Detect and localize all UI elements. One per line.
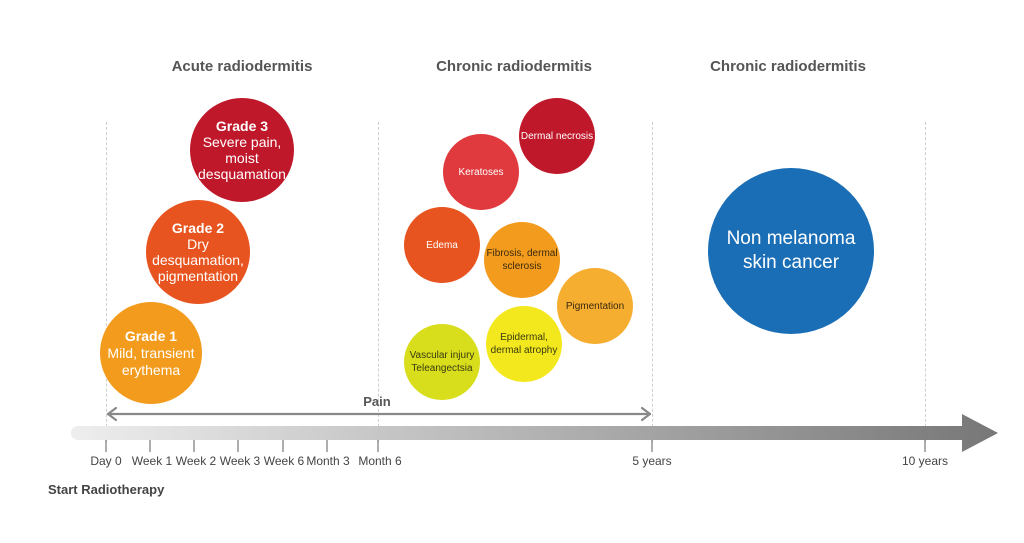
pigmentation-label: Pigmentation (565, 300, 625, 312)
section-title-chronic: Chronic radiodermitis (436, 58, 592, 75)
pigmentation-bubble: Pigmentation (557, 268, 633, 344)
tick-label-month6: Month 6 (358, 454, 402, 468)
fibrosis-label-line: Fibrosis, dermal (486, 248, 558, 259)
fibrosis-label-line: sclerosis (502, 261, 542, 272)
tick-label-10years: 10 years (901, 454, 949, 468)
tick-label-5years: 5 years (632, 454, 672, 468)
divider-10years (925, 122, 926, 442)
tick-label-month3: Month 3 (306, 454, 350, 468)
tick-marks (105, 440, 926, 452)
divider-5years (652, 122, 653, 442)
vascular-injury-bubble: Vascular injury Teleangectsia (404, 324, 480, 400)
divider-month6 (378, 122, 379, 442)
tick-label-week2: Week 2 (175, 454, 217, 468)
keratoses-bubble: Keratoses (443, 134, 519, 210)
grade-3-title: Grade 3 (215, 118, 269, 134)
tick-label-week6: Week 6 (263, 454, 305, 468)
grade-3-bubble: Grade 3 Severe pain, moist desquamation (190, 98, 294, 202)
timeline-arrow (71, 414, 998, 452)
skin-cancer-label-line: skin cancer (742, 252, 840, 273)
tick-label-day0: Day 0 (90, 454, 122, 468)
pain-label: Pain (363, 394, 391, 409)
dermal-necrosis-label: Dermal necrosis (520, 130, 594, 142)
section-title-chronic-late: Chronic radiodermitis (710, 58, 866, 75)
grade-2-desc-line: Dry (187, 236, 209, 252)
edema-label: Edema (426, 239, 458, 251)
grade-3-desc-line: Severe pain, (202, 134, 282, 150)
tick-label-week3: Week 3 (219, 454, 261, 468)
keratoses-label: Keratoses (458, 166, 504, 178)
edema-bubble: Edema (404, 207, 480, 283)
grade-2-desc-line: desquamation, (152, 252, 244, 268)
atrophy-label-line: dermal atrophy (490, 345, 558, 356)
pain-arrow (106, 406, 652, 422)
start-radiotherapy-label: Start Radiotherapy (48, 482, 165, 497)
dermal-necrosis-bubble: Dermal necrosis (519, 98, 595, 174)
grade-2-desc-line: pigmentation (157, 268, 239, 284)
grade-1-desc-line: Mild, transient (107, 344, 195, 361)
vascular-injury-label-line: Vascular injury (409, 350, 475, 361)
skin-cancer-bubble: Non melanoma skin cancer (708, 168, 874, 334)
grade-1-desc-line: erythema (121, 361, 181, 378)
grade-2-title: Grade 2 (171, 220, 225, 236)
grade-1-bubble: Grade 1 Mild, transient erythema (100, 302, 202, 404)
grade-3-desc-line: moist (225, 150, 259, 166)
section-title-acute: Acute radiodermitis (171, 58, 313, 75)
grade-1-title: Grade 1 (124, 327, 178, 344)
tick-label-week1: Week 1 (131, 454, 173, 468)
skin-cancer-label-line: Non melanoma (726, 228, 856, 249)
vascular-injury-label-line: Teleangectsia (411, 363, 473, 374)
grade-2-bubble: Grade 2 Dry desquamation, pigmentation (146, 200, 250, 304)
grade-3-desc-line: desquamation (198, 166, 286, 182)
atrophy-bubble: Epidermal, dermal atrophy (486, 306, 562, 382)
atrophy-label-line: Epidermal, (500, 332, 548, 343)
divider-day0 (106, 122, 107, 442)
fibrosis-bubble: Fibrosis, dermal sclerosis (484, 222, 560, 298)
